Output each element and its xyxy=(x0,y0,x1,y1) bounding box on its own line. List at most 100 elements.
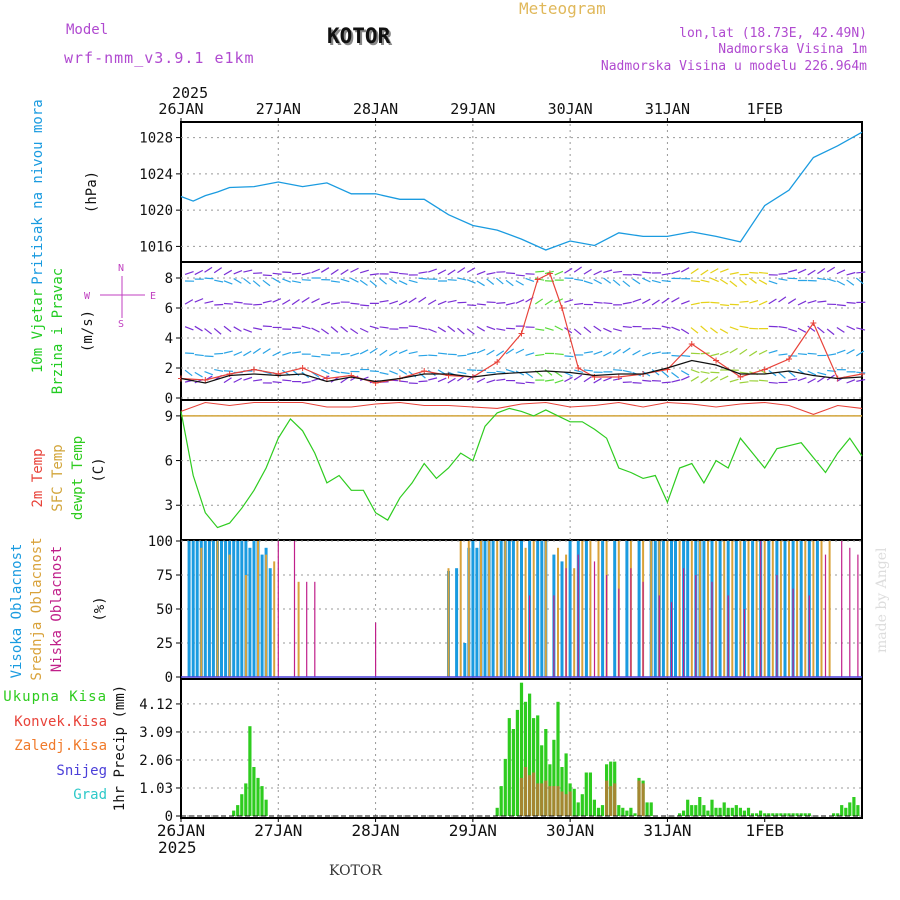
precip-total-bar xyxy=(678,813,682,816)
wind-arrow xyxy=(797,327,807,333)
wind-arrow xyxy=(311,355,321,358)
wind-arrow xyxy=(447,325,456,333)
y-tick-label: 1.03 xyxy=(139,781,173,797)
precip-total-bar xyxy=(499,786,503,816)
cloud-bar xyxy=(306,581,308,677)
wind-arrow xyxy=(418,380,428,383)
wind-arrow xyxy=(320,328,329,335)
cloud-bar xyxy=(731,541,734,677)
wind-arrow xyxy=(457,277,467,281)
cloud-bar xyxy=(544,541,547,677)
wind-arrow xyxy=(836,269,846,275)
wind-arrow xyxy=(437,269,447,275)
wind-arrow xyxy=(680,300,690,305)
wind-unit: (m/s) xyxy=(80,310,96,352)
wind-arrow xyxy=(233,270,243,275)
precip-conv-bar xyxy=(564,794,568,816)
precip-total-bar xyxy=(807,813,811,816)
wind-arrow xyxy=(603,376,612,382)
wind-speed-marker xyxy=(494,359,501,365)
wind-arrow xyxy=(846,349,855,355)
wind-arrow xyxy=(758,271,769,275)
cloud-bar xyxy=(565,568,567,677)
wind-arrow xyxy=(350,302,360,305)
cloud-bar xyxy=(857,554,859,677)
wind-arrow xyxy=(243,350,252,357)
wind-speed-marker xyxy=(546,270,553,277)
precip-total-bar xyxy=(240,794,244,816)
cloud-bar xyxy=(589,541,592,677)
wind-arrow xyxy=(340,278,350,283)
precip-panel xyxy=(180,678,863,819)
wind-arrow xyxy=(778,372,786,379)
wind-arrow xyxy=(369,325,379,330)
wind-mean-line xyxy=(180,359,863,384)
wind-arrow xyxy=(427,299,437,306)
cloud-bar xyxy=(618,588,620,677)
wind-arrow xyxy=(651,279,661,284)
precip-total-bar xyxy=(702,805,706,816)
wind-arrow xyxy=(642,298,651,304)
cloud-bar xyxy=(718,541,722,677)
meteogram-title: Meteogram xyxy=(519,0,606,18)
wind-arrow xyxy=(340,377,349,384)
precip-total-bar xyxy=(775,813,779,816)
cloud-bar xyxy=(463,643,467,677)
precip-total-bar xyxy=(584,772,588,816)
precip-conv-bar xyxy=(552,786,556,816)
wind-arrow xyxy=(622,301,632,305)
wind-arrow xyxy=(719,278,729,285)
wind-arrow xyxy=(379,371,389,375)
y-tick-label: 4 xyxy=(165,331,173,347)
model-label: Model xyxy=(66,22,108,38)
cloud-bar xyxy=(536,541,540,677)
wind-arrow xyxy=(476,280,485,287)
wind-arrow xyxy=(612,328,622,332)
cloud-bar xyxy=(491,541,495,677)
wind-arrow xyxy=(399,380,409,383)
precip-total-bar xyxy=(645,802,649,816)
wind-arrow xyxy=(194,354,204,357)
wind-arrow xyxy=(797,300,807,306)
cloud-bar xyxy=(532,541,535,677)
cloud-bar xyxy=(480,541,482,677)
cloud-bar xyxy=(734,541,738,677)
cloud-bar xyxy=(228,554,231,677)
wind-arrow xyxy=(574,369,584,374)
wind-arrow xyxy=(700,371,710,374)
wind-arrow xyxy=(593,278,602,285)
wind-arrow xyxy=(710,277,719,283)
wind-arrow xyxy=(758,379,769,382)
cloud-label-high: Visoka Oblacnost xyxy=(9,544,25,679)
wind-arrow xyxy=(700,279,710,283)
precip-total-bar xyxy=(260,786,264,816)
precip-total-bar xyxy=(714,807,718,816)
precip-total-bar xyxy=(495,807,499,816)
wind-arrow xyxy=(223,370,233,372)
cloud-bar xyxy=(698,541,701,677)
wind-arrow xyxy=(340,352,350,356)
wind-arrow xyxy=(272,298,282,303)
wind-arrow xyxy=(204,300,214,304)
wind-arrow xyxy=(603,277,612,284)
wind-arrow xyxy=(185,352,195,355)
y-tick-label: 4.12 xyxy=(139,697,173,713)
precip-total-bar xyxy=(236,805,240,816)
wind-arrow xyxy=(788,378,798,381)
wind-arrow xyxy=(253,327,263,331)
y-tick-label: 3.09 xyxy=(139,725,173,741)
wind-arrow xyxy=(213,327,222,335)
wind-arrow xyxy=(554,270,564,276)
wind-arrow xyxy=(379,326,389,329)
wind-arrow xyxy=(223,280,233,285)
wind-arrow xyxy=(457,371,467,375)
wind-arrow xyxy=(476,326,486,332)
credit-label: made by Angel xyxy=(874,547,890,653)
wind-arrow xyxy=(564,376,573,383)
wind-arrow xyxy=(642,271,652,274)
wind-arrow xyxy=(846,325,856,331)
precip-total-bar xyxy=(596,807,601,816)
wind-arrow xyxy=(544,270,554,275)
precip-total-bar xyxy=(682,810,686,816)
wind-arrow xyxy=(272,272,282,275)
